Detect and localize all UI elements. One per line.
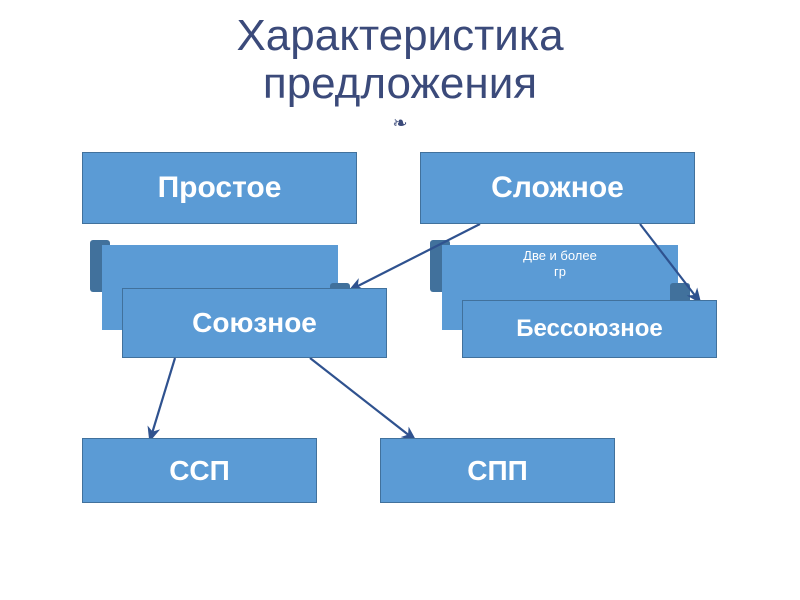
box-union-label: Союзное [192, 307, 317, 339]
box-unionless-label: Бессоюзное [516, 315, 663, 343]
title-line-1: Характеристика [236, 11, 563, 60]
title-ornament: ❧ [0, 113, 800, 134]
slide-title: Характеристика предложения [0, 0, 800, 109]
box-unionless: Бессоюзное [462, 300, 717, 358]
title-line-2: предложения [263, 59, 537, 108]
scroll-right-label: Две и болеегр [460, 248, 660, 279]
box-spp-label: СПП [467, 455, 527, 487]
box-complex-label: Сложное [491, 171, 624, 205]
box-ssp-label: ССП [169, 455, 230, 487]
box-simple: Простое [82, 152, 357, 224]
box-spp: СПП [380, 438, 615, 503]
box-complex: Сложное [420, 152, 695, 224]
box-union: Союзное [122, 288, 387, 358]
box-simple-label: Простое [158, 171, 282, 205]
box-ssp: ССП [82, 438, 317, 503]
